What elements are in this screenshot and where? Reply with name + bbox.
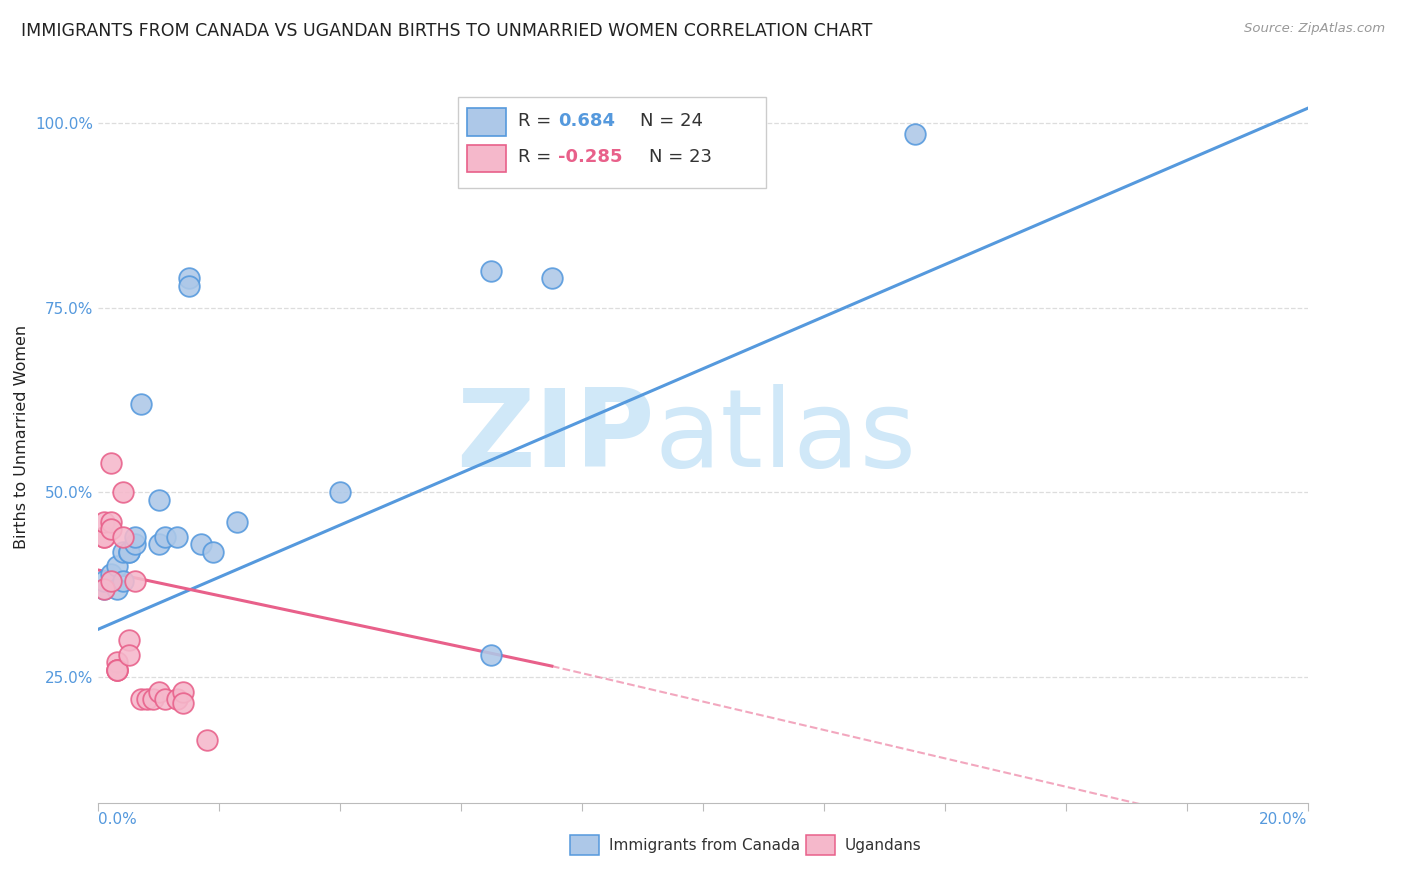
Point xyxy=(100,566,122,581)
Point xyxy=(93,574,115,589)
Point xyxy=(111,574,134,589)
Point xyxy=(481,264,503,278)
Text: 0.684: 0.684 xyxy=(558,112,614,130)
Point xyxy=(118,544,141,558)
Point xyxy=(329,485,352,500)
Point xyxy=(111,485,134,500)
Point xyxy=(105,559,128,574)
Point xyxy=(129,692,152,706)
Point xyxy=(111,530,134,544)
Point xyxy=(100,515,122,529)
Point xyxy=(142,692,165,706)
Point xyxy=(105,663,128,677)
Point xyxy=(723,138,745,153)
Point xyxy=(179,278,201,293)
Point xyxy=(93,582,115,596)
Point xyxy=(93,530,115,544)
Point xyxy=(148,537,170,551)
Point xyxy=(904,127,927,141)
Point xyxy=(105,656,128,670)
Point xyxy=(195,733,218,747)
Point xyxy=(166,530,188,544)
Point xyxy=(571,138,593,153)
Point xyxy=(148,492,170,507)
Point xyxy=(105,582,128,596)
Point xyxy=(105,663,128,677)
Point xyxy=(166,692,188,706)
Point xyxy=(226,515,249,529)
Text: 20.0%: 20.0% xyxy=(1260,812,1308,827)
Text: -0.285: -0.285 xyxy=(558,148,623,166)
Bar xyxy=(569,835,599,855)
Point xyxy=(481,648,503,662)
Point xyxy=(153,692,176,706)
Point xyxy=(202,544,225,558)
Bar xyxy=(467,108,506,136)
Point xyxy=(172,685,194,699)
Point xyxy=(118,648,141,662)
Text: R =: R = xyxy=(517,112,557,130)
Text: N = 23: N = 23 xyxy=(648,148,711,166)
Point xyxy=(179,271,201,285)
Bar xyxy=(806,835,835,855)
Text: 0.0%: 0.0% xyxy=(98,812,138,827)
Bar xyxy=(457,97,766,188)
Text: N = 24: N = 24 xyxy=(640,112,703,130)
Point xyxy=(153,530,176,544)
Text: IMMIGRANTS FROM CANADA VS UGANDAN BIRTHS TO UNMARRIED WOMEN CORRELATION CHART: IMMIGRANTS FROM CANADA VS UGANDAN BIRTHS… xyxy=(21,22,873,40)
Point xyxy=(124,530,146,544)
Text: R =: R = xyxy=(517,148,557,166)
Point xyxy=(540,271,562,285)
Point xyxy=(93,582,115,596)
Point xyxy=(118,633,141,648)
Text: Immigrants from Canada: Immigrants from Canada xyxy=(609,838,800,853)
Point xyxy=(190,537,212,551)
Text: Ugandans: Ugandans xyxy=(845,838,921,853)
Point xyxy=(93,530,115,544)
Point xyxy=(100,456,122,470)
Bar xyxy=(467,145,506,172)
Point xyxy=(118,544,141,558)
Point xyxy=(100,574,122,589)
Point xyxy=(93,515,115,529)
Point xyxy=(100,523,122,537)
Y-axis label: Births to Unmarried Women: Births to Unmarried Women xyxy=(14,325,30,549)
Point xyxy=(172,696,194,710)
Text: ZIP: ZIP xyxy=(456,384,655,490)
Point xyxy=(124,574,146,589)
Point xyxy=(135,692,157,706)
Text: Source: ZipAtlas.com: Source: ZipAtlas.com xyxy=(1244,22,1385,36)
Point xyxy=(111,544,134,558)
Point xyxy=(124,537,146,551)
Point xyxy=(148,685,170,699)
Point xyxy=(105,663,128,677)
Text: atlas: atlas xyxy=(655,384,917,490)
Point xyxy=(129,397,152,411)
